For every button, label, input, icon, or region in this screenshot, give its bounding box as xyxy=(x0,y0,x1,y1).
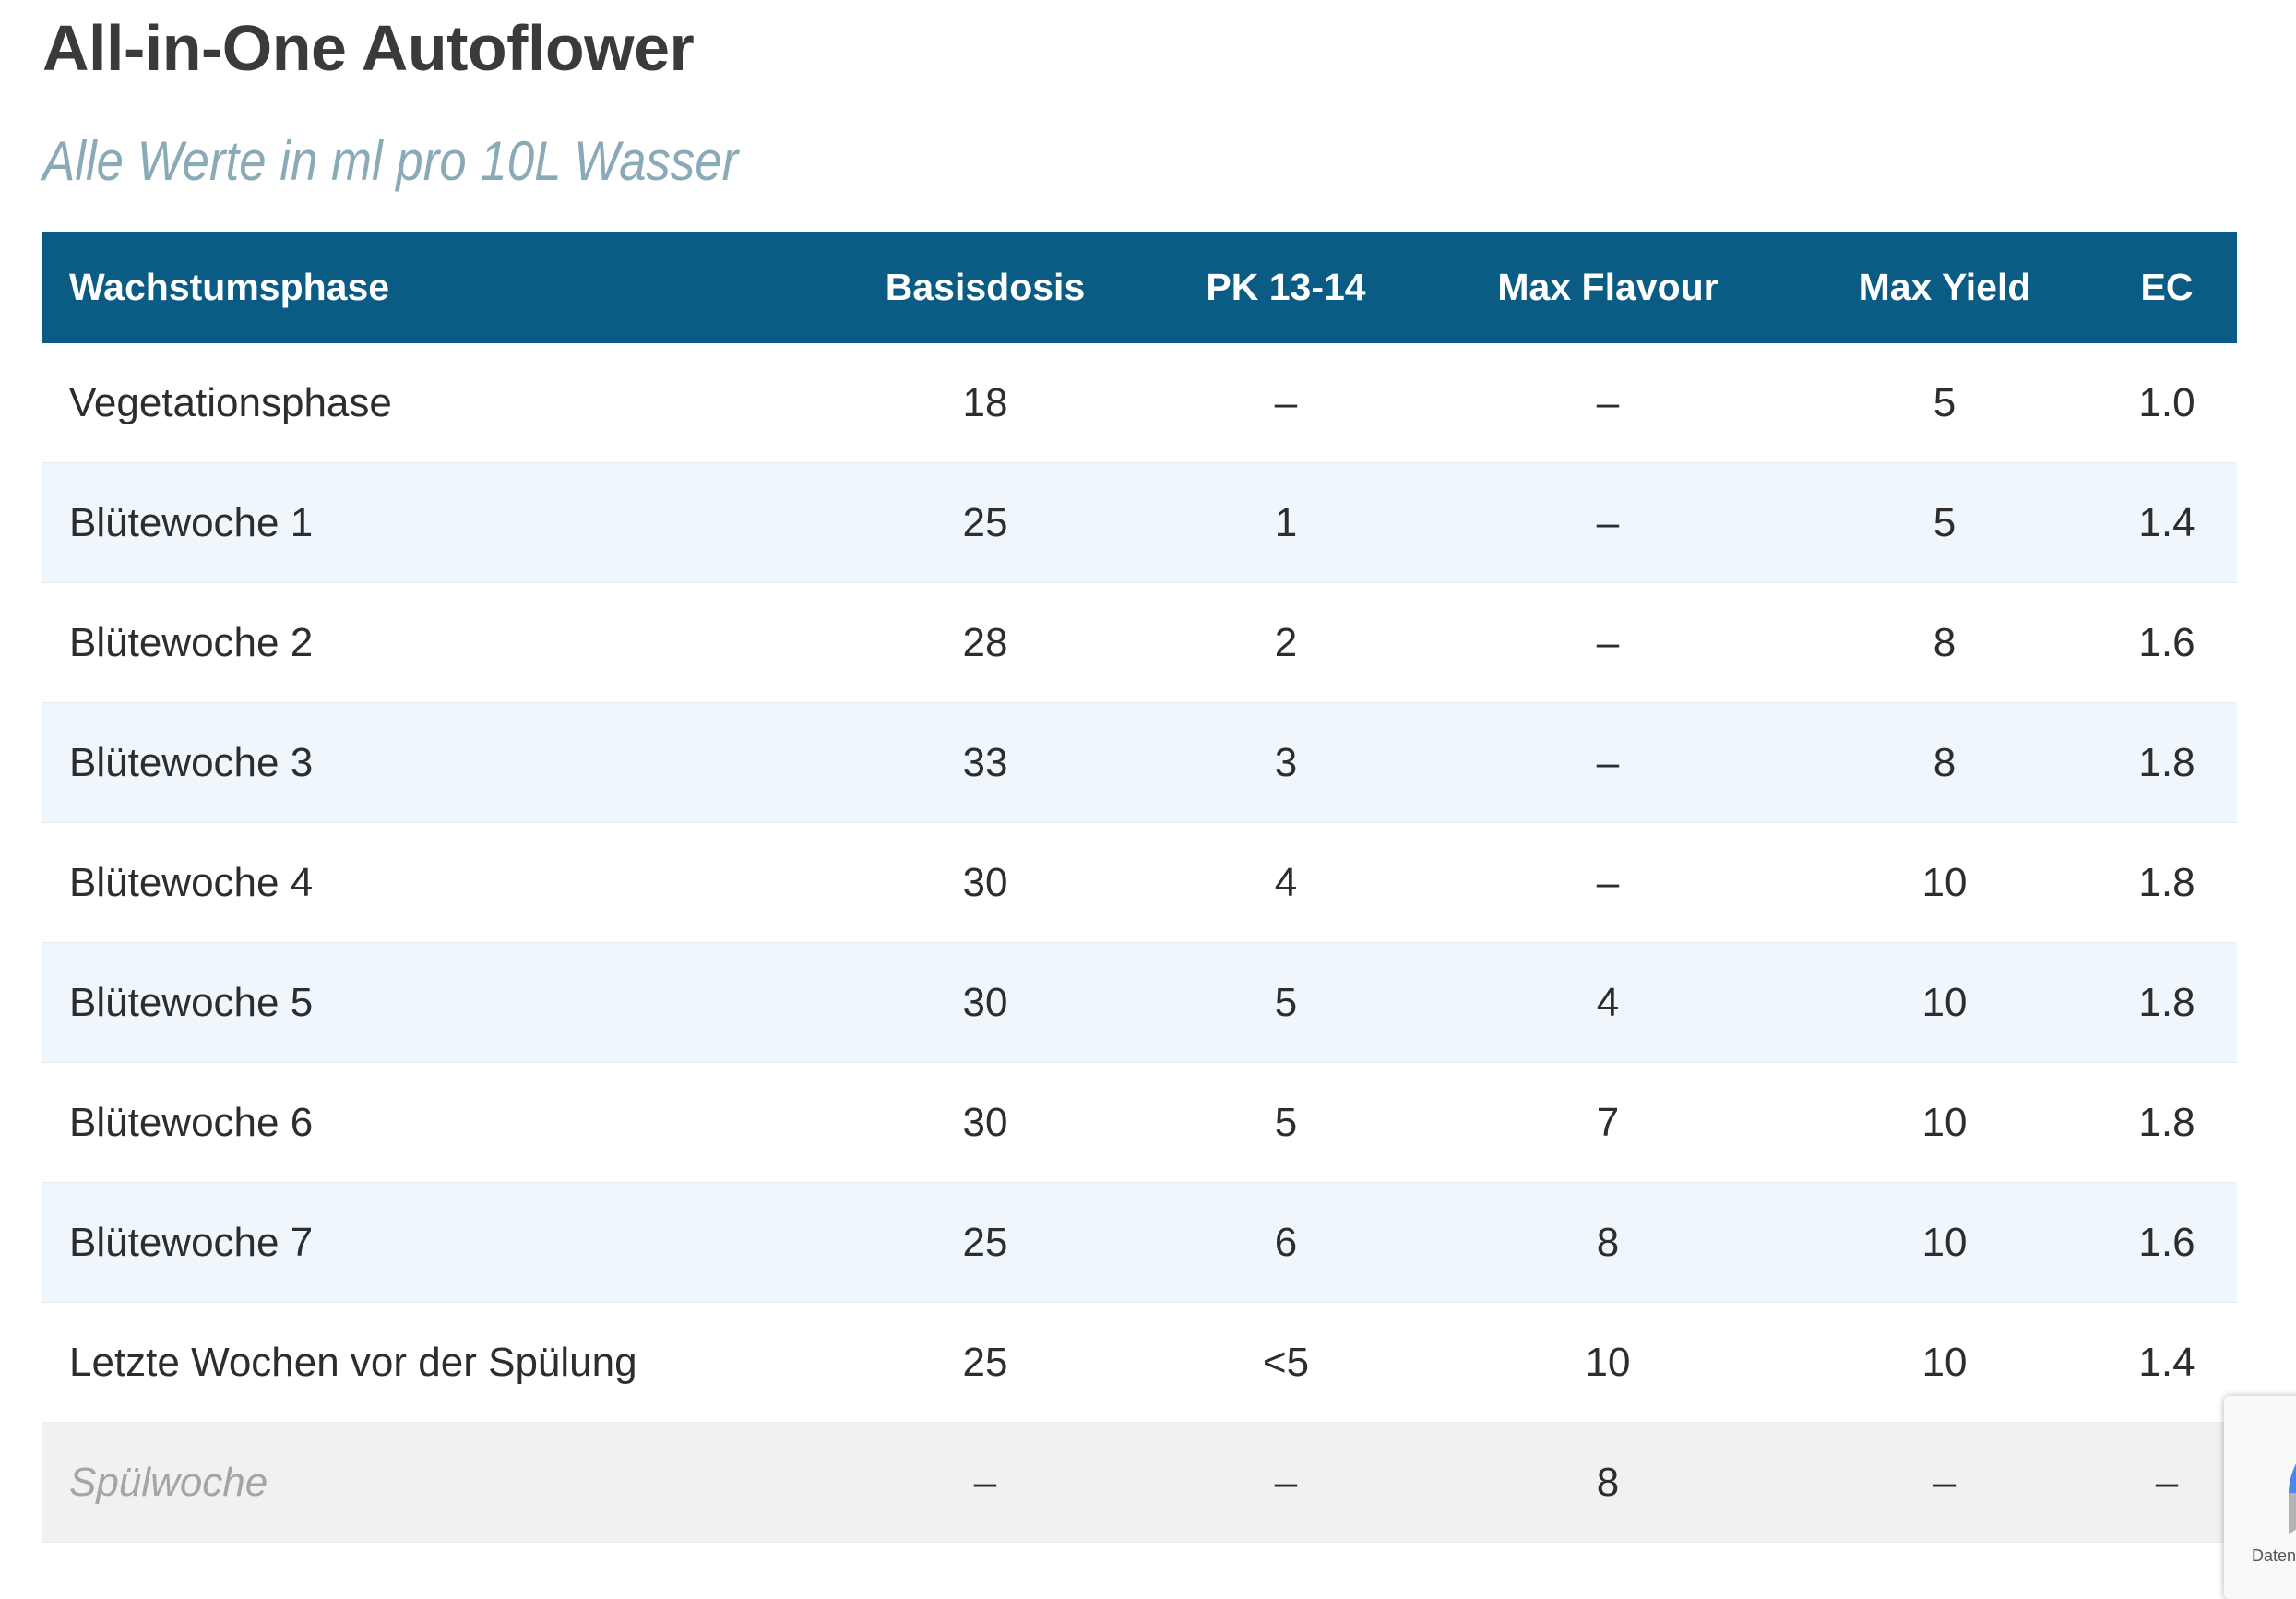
value-cell: – xyxy=(1596,619,1620,665)
value-cell: 25 xyxy=(962,1219,1008,1265)
value-cell: 6 xyxy=(1274,1219,1298,1265)
value-cell: 1.8 xyxy=(2138,739,2195,785)
value-cell: 10 xyxy=(1921,859,1968,905)
value-cell: 4 xyxy=(1596,979,1620,1025)
value-cell: 1.0 xyxy=(2138,379,2195,425)
table-row: Spülwoche – – 8 – – xyxy=(42,1423,2237,1543)
table-row: Blütewoche 4 30 4 – 10 1.8 xyxy=(42,823,2237,943)
table-row: Blütewoche 6 30 5 7 10 1.8 xyxy=(42,1063,2237,1183)
value-cell: 5 xyxy=(1274,1099,1298,1145)
value-cell: 5 xyxy=(1933,499,1957,545)
value-cell: <5 xyxy=(1262,1339,1310,1385)
page-title: All-in-One Autoflower xyxy=(42,12,695,84)
value-cell: – xyxy=(1933,1459,1957,1505)
value-cell: – xyxy=(1596,379,1620,425)
column-header: Max Flavour xyxy=(1497,266,1719,308)
value-cell: 8 xyxy=(1596,1459,1620,1505)
value-cell: 4 xyxy=(1274,859,1298,905)
value-cell: 5 xyxy=(1274,979,1298,1025)
phase-cell: Vegetationsphase xyxy=(69,379,392,425)
column-header: Basisdosis xyxy=(885,266,1086,308)
value-cell: 10 xyxy=(1921,979,1968,1025)
dosage-table: Wachstumsphase Basisdosis PK 13-14 Max Flav… xyxy=(42,232,2237,1543)
value-cell: 28 xyxy=(962,619,1008,665)
value-cell: 33 xyxy=(962,739,1008,785)
value-cell: – xyxy=(2155,1459,2179,1505)
value-cell: 10 xyxy=(1921,1099,1968,1145)
column-header: Max Yield xyxy=(1858,266,2031,308)
phase-cell: Blütewoche 1 xyxy=(69,499,314,545)
value-cell: 8 xyxy=(1596,1219,1620,1265)
table-row: Letzte Wochen vor der Spülung 25 <5 10 10 1.4 xyxy=(42,1303,2237,1423)
value-cell: – xyxy=(1274,379,1298,425)
phase-cell: Blütewoche 5 xyxy=(69,979,314,1025)
column-header: EC xyxy=(2140,266,2194,308)
value-cell: 1.6 xyxy=(2138,619,2195,665)
value-cell: 1 xyxy=(1274,499,1298,545)
value-cell: 3 xyxy=(1274,739,1298,785)
table-row: Blütewoche 2 28 2 – 8 1.6 xyxy=(42,583,2237,703)
value-cell: 8 xyxy=(1933,619,1957,665)
value-cell: – xyxy=(1596,859,1620,905)
phase-cell: Blütewoche 2 xyxy=(69,619,314,665)
value-cell: 5 xyxy=(1933,379,1957,425)
table-row: Blütewoche 3 33 3–8 1.8 xyxy=(42,703,2237,823)
value-cell: 30 xyxy=(962,979,1008,1025)
column-header: Wachstumsphase xyxy=(69,266,390,308)
phase-cell: Blütewoche 7 xyxy=(69,1219,314,1265)
table-row: Blütewoche 5 30 5 4 10 1.8 xyxy=(42,943,2237,1063)
table-row: Blütewoche 1 25 1 – 5 1.4 xyxy=(42,463,2237,583)
value-cell: 1.8 xyxy=(2138,1099,2195,1145)
value-cell: 8 xyxy=(1933,739,1957,785)
phase-cell: Blütewoche 6 xyxy=(69,1099,314,1145)
value-cell: 18 xyxy=(962,379,1008,425)
value-cell: 7 xyxy=(1596,1099,1620,1145)
value-cell: – xyxy=(1274,1459,1298,1505)
value-cell: 1.4 xyxy=(2138,499,2195,545)
value-cell: 10 xyxy=(1585,1339,1631,1385)
value-cell: – xyxy=(1596,499,1620,545)
value-cell: 2 xyxy=(1274,619,1298,665)
recaptcha-text: Daten xyxy=(2252,1546,2296,1565)
value-cell: – xyxy=(973,1459,997,1505)
recaptcha-badge[interactable]: Daten xyxy=(2224,1396,2296,1599)
value-cell: 30 xyxy=(962,859,1008,905)
value-cell: 25 xyxy=(962,499,1008,545)
column-header: PK 13-14 xyxy=(1206,266,1366,308)
table-row: Vegetationsphase 18 – – 5 1.0 xyxy=(42,343,2237,463)
table-header-row: Wachstumsphase Basisdosis PK 13-14 Max Flav… xyxy=(42,232,2237,343)
value-cell: 30 xyxy=(962,1099,1008,1145)
value-cell: 10 xyxy=(1921,1339,1968,1385)
table-row: Blütewoche 7 25 6 8 10 1.6 xyxy=(42,1183,2237,1303)
value-cell: 1.4 xyxy=(2138,1339,2195,1385)
phase-cell: Spülwoche xyxy=(69,1459,268,1505)
value-cell: 10 xyxy=(1921,1219,1968,1265)
phase-cell: Blütewoche 4 xyxy=(69,859,314,905)
value-cell: 1.8 xyxy=(2138,979,2195,1025)
value-cell: – xyxy=(1596,739,1620,785)
value-cell: 1.8 xyxy=(2138,859,2195,905)
value-cell: 1.6 xyxy=(2138,1219,2195,1265)
recaptcha-icon xyxy=(2289,1463,2296,1534)
phase-cell: Letzte Wochen vor der Spülung xyxy=(69,1339,637,1385)
phase-cell: Blütewoche 3 xyxy=(69,739,314,785)
value-cell: 25 xyxy=(962,1339,1008,1385)
page-subtitle: Alle Werte in ml pro 10L Wasser xyxy=(42,130,739,192)
